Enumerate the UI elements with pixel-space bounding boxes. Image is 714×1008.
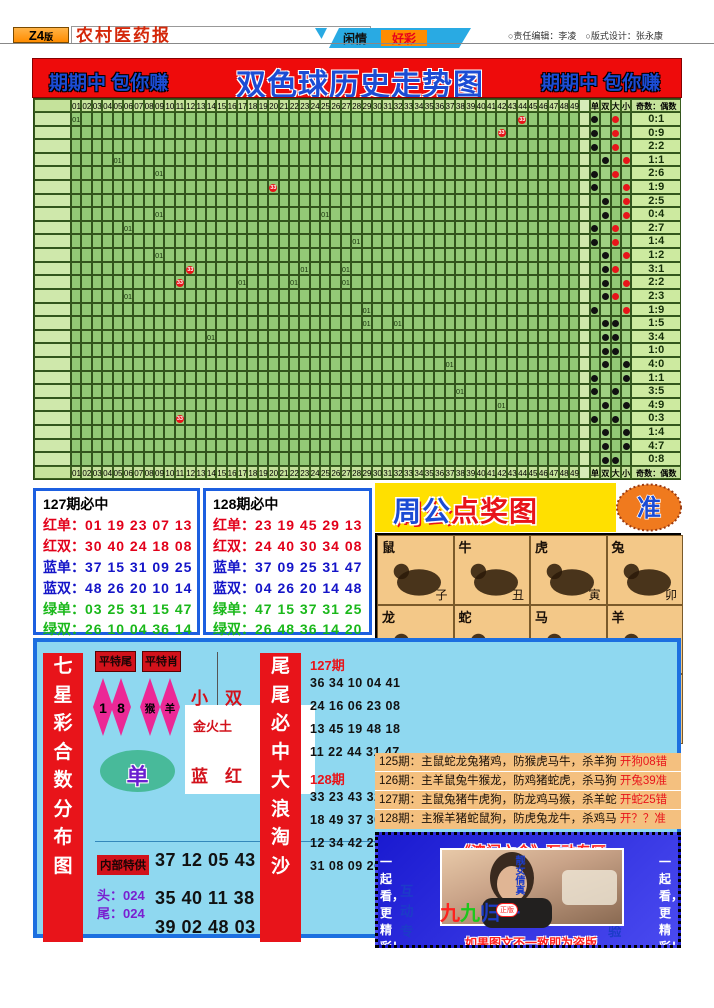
svg-text:羊: 羊 [165,702,176,715]
svg-text:1: 1 [99,700,107,716]
svg-text:准: 准 [637,495,661,522]
svg-text:8: 8 [117,700,125,716]
svg-text:猴: 猴 [145,702,156,715]
